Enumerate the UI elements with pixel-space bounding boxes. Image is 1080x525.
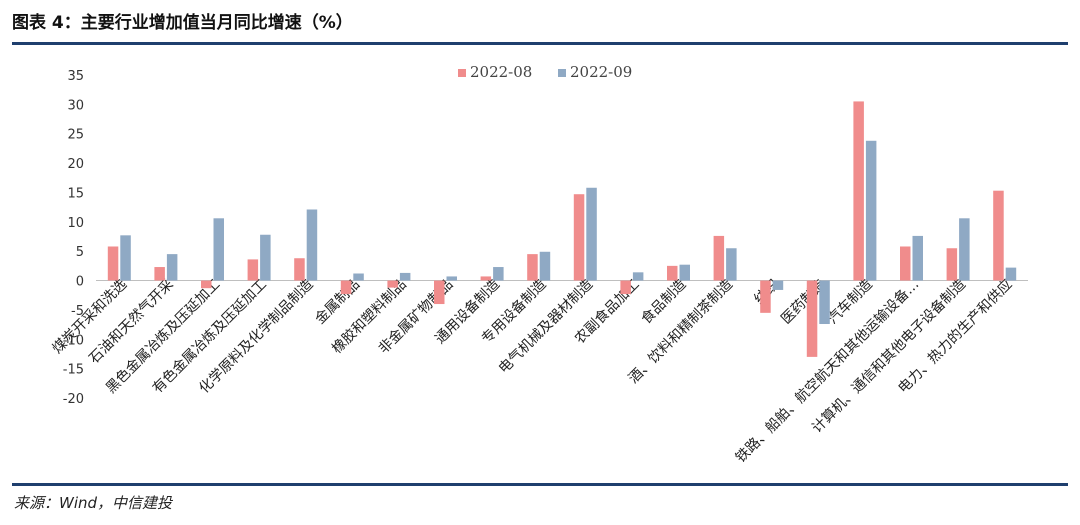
y-tick-label: -10 <box>63 333 84 348</box>
bar-2022-09-14 <box>726 248 737 281</box>
bar-2022-08-9 <box>480 276 492 281</box>
legend-label-1: 2022-08 <box>470 63 532 81</box>
bar-2022-08-12 <box>620 280 631 295</box>
bar-chart: 35302520151050-5-10-15-20煤炭开采和洗选石油和天然气开采… <box>50 63 1028 466</box>
title-rule <box>12 42 1068 45</box>
bar-2022-09-1 <box>120 235 131 281</box>
bar-2022-09-9 <box>493 267 504 281</box>
bar-2022-08-11 <box>573 194 585 281</box>
bar-2022-09-11 <box>586 187 597 281</box>
y-tick-label: 20 <box>67 157 84 172</box>
bar-2022-09-5 <box>306 209 318 281</box>
bar-2022-08-18 <box>900 246 911 281</box>
bar-2022-08-7 <box>387 280 398 288</box>
bar-2022-09-20 <box>1005 267 1017 281</box>
source-rule <box>12 483 1068 486</box>
y-tick-label: -15 <box>63 363 84 378</box>
bar-2022-08-13 <box>667 265 678 281</box>
y-tick-label: -5 <box>71 304 84 319</box>
bar-2022-08-1 <box>107 246 119 281</box>
y-tick-label: 5 <box>76 245 84 260</box>
bar-2022-08-20 <box>993 190 1004 281</box>
axis-layer: 35302520151050-5-10-15-20煤炭开采和洗选石油和天然气开采… <box>50 69 1028 466</box>
y-tick-label: -20 <box>63 392 84 407</box>
bar-2022-09-3 <box>213 218 224 281</box>
bar-2022-09-12 <box>632 272 644 281</box>
bar-2022-09-17 <box>865 140 877 281</box>
y-tick-label: 0 <box>76 275 84 290</box>
y-tick-label: 15 <box>67 186 84 201</box>
bar-2022-09-18 <box>912 235 923 281</box>
y-tick-label: 35 <box>67 69 84 84</box>
y-tick-label: 25 <box>67 128 84 143</box>
bar-2022-08-17 <box>853 101 864 281</box>
bar-2022-09-16 <box>819 280 830 325</box>
bar-2022-09-2 <box>166 254 178 281</box>
bar-2022-09-6 <box>353 273 364 281</box>
bar-2022-09-7 <box>399 272 411 281</box>
x-category-label: 石油和天然气开采 <box>86 276 177 367</box>
bar-2022-09-15 <box>772 280 784 290</box>
bar-2022-09-19 <box>959 218 970 281</box>
y-tick-label: 10 <box>67 216 84 231</box>
figure-title: 图表 4：主要行业增加值当月同比增速（%） <box>12 13 353 33</box>
legend-swatch-2 <box>558 69 566 77</box>
y-tick-label: 30 <box>67 98 84 113</box>
legend-label-2: 2022-09 <box>570 63 632 81</box>
bar-2022-08-4 <box>247 259 259 281</box>
bar-layer <box>107 101 1017 357</box>
bar-2022-08-15 <box>760 280 771 313</box>
legend: 2022-08 2022-09 <box>458 63 632 81</box>
bar-2022-09-13 <box>679 264 690 281</box>
bar-2022-08-3 <box>201 280 212 289</box>
bar-2022-08-8 <box>434 280 445 305</box>
legend-swatch-1 <box>458 69 466 77</box>
bar-2022-08-2 <box>154 267 165 281</box>
bar-2022-08-14 <box>713 235 725 281</box>
bar-2022-08-16 <box>806 280 818 357</box>
bar-2022-08-19 <box>946 248 958 281</box>
bar-2022-08-6 <box>340 280 352 295</box>
bar-2022-08-5 <box>294 258 305 281</box>
bar-2022-08-10 <box>527 254 538 281</box>
bar-2022-09-10 <box>539 251 551 281</box>
bar-2022-09-8 <box>446 276 457 281</box>
source-note: 来源：Wind，中信建投 <box>14 494 173 512</box>
bar-2022-09-4 <box>260 234 271 281</box>
